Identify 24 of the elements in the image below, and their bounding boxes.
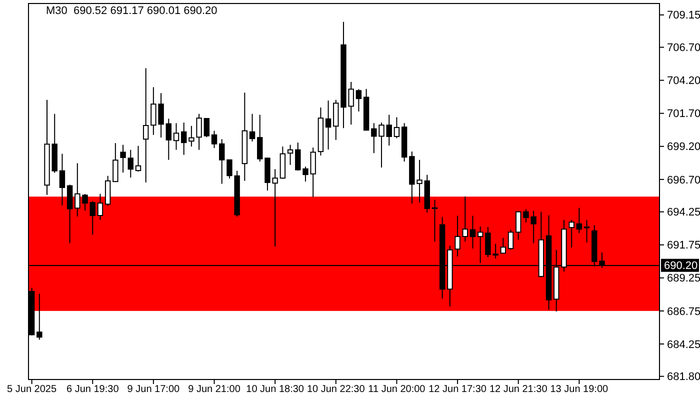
x-tick-label: 10 Jun 18:30 — [246, 384, 304, 395]
y-tick-label: 699.20 — [667, 141, 700, 154]
y-tick-label: 686.75 — [667, 306, 700, 318]
y-tick-label: 691.75 — [667, 240, 700, 252]
y-tick-label: 681.80 — [667, 371, 700, 384]
y-tick-label: 704.20 — [667, 75, 700, 88]
x-tick-label: 12 Jun 21:30 — [489, 384, 548, 395]
chart-title: M30 690.52 691.17 690.01 690.20 — [46, 5, 218, 17]
y-tick-label: 701.70 — [667, 108, 700, 120]
x-tick-label: 13 Jun 19:00 — [550, 384, 609, 395]
x-tick-label: 10 Jun 22:30 — [306, 384, 366, 395]
y-tick-label: 709.15 — [667, 10, 700, 22]
ref-line-label: 690.20 — [664, 260, 698, 272]
x-tick-label: 9 Jun 21:00 — [188, 384, 241, 395]
x-tick-label: 12 Jun 17:30 — [428, 384, 487, 395]
x-tick-label: 9 Jun 17:00 — [127, 384, 180, 395]
x-tick-label: 6 Jun 19:30 — [66, 384, 120, 395]
x-tick-label: 5 Jun 2025 — [7, 384, 57, 395]
y-tick-label: 696.70 — [667, 174, 700, 186]
y-tick-label: 684.25 — [667, 338, 700, 351]
y-tick-label: 706.70 — [667, 42, 700, 54]
y-tick-label: 689.25 — [667, 272, 700, 285]
y-tick-label: 694.25 — [667, 206, 700, 219]
x-tick-label: 11 Jun 20:00 — [368, 384, 426, 395]
